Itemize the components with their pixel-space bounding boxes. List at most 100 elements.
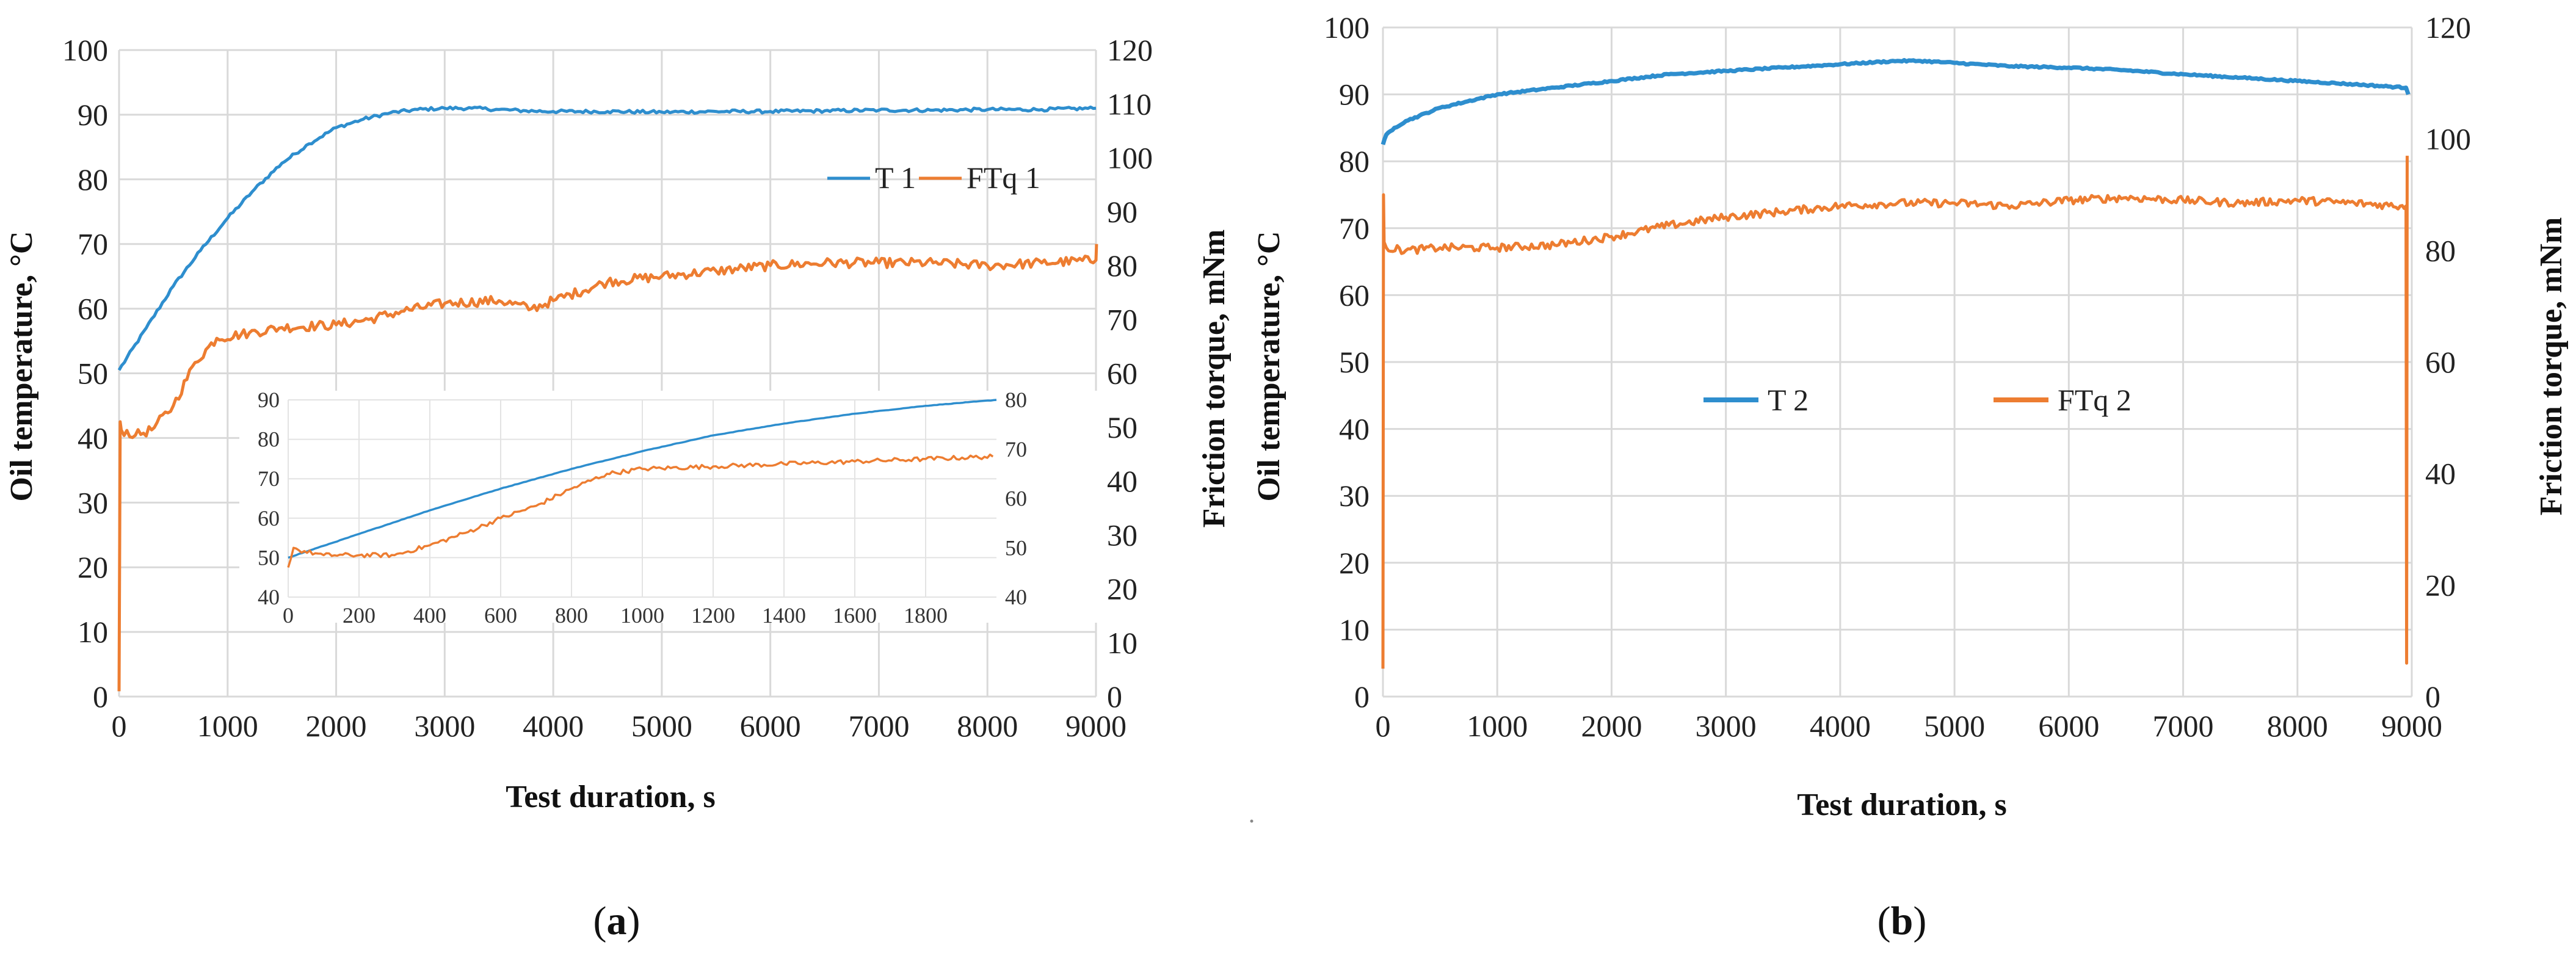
y2-tick-label: 20 — [1107, 572, 1137, 606]
x-tick-label: 2000 — [306, 709, 367, 743]
x-tick-label: 9000 — [2381, 709, 2442, 743]
x-tick-label: 6000 — [2038, 709, 2099, 743]
x-tick-label: 1000 — [197, 709, 258, 743]
y2-tick-label: 40 — [1005, 585, 1027, 609]
series-line-t1 — [288, 399, 997, 559]
chart-a-y2-ticks: 0 10 20 30 40 50 60 70 80 90 100 110 120 — [1107, 33, 1153, 714]
legend-label-ftq2: FTq 2 — [2058, 383, 2132, 417]
y2-tick-label: 50 — [1005, 535, 1027, 560]
y2-tick-label: 100 — [2425, 122, 2471, 156]
x-tick-label: 2000 — [1581, 709, 1642, 743]
y2-tick-label: 120 — [2425, 10, 2471, 45]
x-tick-label: 400 — [413, 603, 446, 628]
chart-b-y2-ticks: 0 20 40 60 80 100 120 — [2425, 10, 2471, 714]
x-tick-label: 8000 — [2267, 709, 2328, 743]
legend-label-t2: T 2 — [1768, 383, 1809, 417]
y-tick-label: 90 — [78, 98, 108, 132]
x-tick-label: 600 — [484, 603, 517, 628]
y-tick-label: 30 — [1339, 479, 1370, 513]
y2-tick-label: 0 — [1107, 679, 1122, 714]
y2-tick-label: 60 — [2425, 345, 2456, 379]
chart-a-series — [117, 105, 1098, 692]
chart-panel-a: 0 1000 2000 3000 4000 5000 6000 7000 8000 9000 01… — [4, 33, 1232, 943]
y-tick-label: 90 — [1339, 78, 1370, 112]
x-tick-label: 1600 — [833, 603, 877, 628]
chart-b-gridlines — [1382, 26, 2413, 698]
inset-y2-ticks: 40 50 60 70 80 — [1005, 388, 1027, 609]
y2-tick-label: 120 — [1107, 33, 1153, 67]
y2-tick-label: 80 — [1005, 388, 1027, 412]
x-tick-label: 1800 — [904, 603, 948, 628]
chart-b-x-axis-title: Test duration, s — [1797, 788, 2006, 822]
y-tick-label: 20 — [78, 550, 108, 584]
x-tick-label: 7000 — [848, 709, 909, 743]
y-tick-label: 80 — [1339, 144, 1370, 178]
series-line-ftq1 — [117, 244, 1098, 692]
y2-tick-label: 70 — [1005, 437, 1027, 462]
y2-tick-label: 30 — [1107, 518, 1137, 552]
y-tick-label: 50 — [258, 545, 280, 570]
x-tick-label: 5000 — [631, 709, 692, 743]
y-tick-label: 40 — [258, 585, 280, 609]
y-tick-label: 0 — [1354, 679, 1370, 714]
y2-tick-label: 40 — [2425, 457, 2456, 491]
chart-a-inset: 0 200 400 600 800 1000 1200 1400 1600 1800 40 50 60… — [239, 388, 1106, 628]
x-tick-label: 0 — [283, 603, 294, 628]
y-tick-label: 60 — [1339, 278, 1370, 312]
y2-tick-label: 70 — [1107, 302, 1137, 336]
y2-tick-label: 110 — [1107, 87, 1152, 121]
y-tick-label: 100 — [62, 33, 108, 67]
y-tick-label: 50 — [1339, 345, 1370, 379]
x-tick-label: 7000 — [2153, 709, 2214, 743]
chart-panel-b: 0 1000 2000 3000 4000 5000 6000 7000 8000 9000 01… — [1252, 10, 2569, 943]
y2-tick-label: 80 — [2425, 233, 2456, 267]
chart-b-series — [1381, 58, 2411, 669]
x-tick-label: 0 — [1376, 709, 1391, 743]
x-tick-label: 1000 — [620, 603, 664, 628]
y-tick-label: 0 — [93, 679, 108, 714]
panel-label-a: (a) — [593, 899, 640, 943]
y-tick-label: 60 — [258, 506, 280, 531]
chart-a-y2-axis-title: Friction torque, mNm — [1197, 230, 1232, 528]
chart-b-y-ticks: 0 10 20 30 40 50 60 70 80 90 100 — [1324, 10, 1370, 714]
chart-b-legend: T 2 FTq 2 — [1703, 383, 2132, 417]
inset-gridlines — [288, 399, 996, 598]
y2-tick-label: 80 — [1107, 248, 1137, 283]
x-tick-label: 1200 — [691, 603, 735, 628]
y-tick-label: 70 — [78, 227, 108, 261]
y-tick-label: 30 — [78, 485, 108, 520]
x-tick-label: 4000 — [1810, 709, 1871, 743]
chart-a-y-ticks: 0 10 20 30 40 50 60 70 80 90 100 — [62, 33, 108, 714]
y-tick-label: 80 — [78, 162, 108, 197]
y2-tick-label: 10 — [1107, 626, 1137, 660]
y2-tick-label: 90 — [1107, 195, 1137, 229]
x-tick-label: 1000 — [1467, 709, 1528, 743]
legend-label-ftq1: FTq 1 — [967, 161, 1040, 195]
x-tick-label: 3000 — [414, 709, 475, 743]
series-line-t2 — [1381, 58, 2411, 145]
y-tick-label: 70 — [1339, 211, 1370, 245]
x-tick-label: 200 — [343, 603, 376, 628]
inset-x-ticks: 0 200 400 600 800 1000 1200 1400 1600 1800 — [283, 603, 948, 628]
y2-tick-label: 100 — [1107, 141, 1153, 175]
y-tick-label: 10 — [1339, 612, 1370, 647]
y2-tick-label: 50 — [1107, 410, 1137, 444]
y2-tick-label: 20 — [2425, 568, 2456, 602]
y-tick-label: 10 — [78, 615, 108, 649]
x-tick-label: 6000 — [740, 709, 801, 743]
chart-a-legend: T 1 FTq 1 — [827, 161, 1040, 195]
y-tick-label: 70 — [258, 466, 280, 491]
inset-series — [287, 399, 997, 568]
stray-dot — [1250, 819, 1254, 823]
inset-background — [239, 391, 1106, 623]
series-line-t1 — [117, 105, 1097, 371]
y2-tick-label: 40 — [1107, 464, 1137, 498]
chart-a-y-axis-title: Oil temperature, °C — [4, 231, 39, 502]
x-tick-label: 8000 — [957, 709, 1018, 743]
chart-b-y-axis-title: Oil temperature, °C — [1252, 231, 1286, 502]
inset-y-ticks: 40 50 60 70 80 90 — [258, 388, 280, 609]
y-tick-label: 20 — [1339, 546, 1370, 580]
chart-a-x-ticks: 0 1000 2000 3000 4000 5000 6000 7000 8000 9000 — [112, 709, 1127, 743]
